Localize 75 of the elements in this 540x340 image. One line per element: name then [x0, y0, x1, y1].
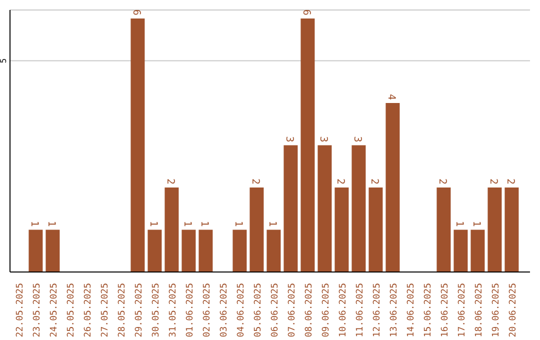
x-tick-label: 14.06.2025 — [406, 283, 416, 338]
x-tick-label: 07.06.2025 — [288, 283, 298, 338]
x-tick-label: 10.06.2025 — [338, 283, 348, 338]
bar — [300, 18, 315, 272]
x-tick-label: 15.06.2025 — [424, 283, 434, 338]
x-tick-label: 24.05.2025 — [50, 283, 60, 338]
x-tick-label: 30.05.2025 — [152, 283, 162, 338]
x-tick-label: 22.05.2025 — [16, 283, 26, 338]
x-tick-label: 16.06.2025 — [440, 283, 450, 338]
x-tick-label: 18.06.2025 — [474, 283, 484, 338]
x-tick-label: 01.06.2025 — [186, 283, 196, 338]
x-tick-label: 08.06.2025 — [304, 283, 314, 338]
x-tick-label: 05.06.2025 — [254, 283, 264, 338]
x-tick-label: 03.06.2025 — [220, 283, 230, 338]
data-label: 3 — [318, 136, 329, 142]
data-label: 2 — [436, 178, 448, 184]
bar — [182, 230, 196, 272]
data-label: 1 — [454, 220, 465, 227]
x-tick-label: 23.05.2025 — [32, 283, 42, 338]
bar — [470, 230, 485, 272]
data-label: 1 — [266, 220, 278, 227]
data-label: 2 — [368, 178, 380, 184]
bar — [164, 187, 179, 272]
bar — [28, 230, 43, 272]
data-label: 1 — [198, 220, 210, 227]
x-tick-label: 25.05.2025 — [66, 283, 76, 338]
data-label: 2 — [164, 178, 176, 184]
data-label: 3 — [352, 136, 363, 142]
x-tick-label: 09.06.2025 — [322, 283, 332, 338]
bar — [488, 187, 502, 272]
data-label: 6 — [130, 9, 142, 16]
data-label: 1 — [470, 220, 482, 227]
x-tick-label: 17.06.2025 — [458, 283, 468, 338]
data-label: 2 — [250, 178, 261, 184]
x-tick-label: 20.06.2025 — [508, 283, 518, 338]
bar — [334, 187, 349, 272]
bar — [250, 187, 264, 272]
data-label: 1 — [232, 220, 244, 227]
data-label: 1 — [28, 220, 40, 227]
x-tick-label: 26.05.2025 — [84, 283, 94, 338]
bar — [284, 145, 298, 272]
bar — [386, 102, 400, 272]
x-tick-label: 19.06.2025 — [492, 283, 502, 338]
bar — [352, 145, 366, 272]
bar — [232, 230, 247, 272]
bar — [318, 145, 332, 272]
x-tick-label: 13.06.2025 — [390, 283, 400, 338]
data-label: 3 — [284, 136, 295, 142]
data-label: 1 — [182, 220, 193, 227]
x-tick-label: 06.06.2025 — [270, 283, 280, 338]
bar — [148, 230, 162, 272]
x-tick-label: 29.05.2025 — [134, 283, 144, 338]
data-label: 1 — [46, 220, 57, 227]
bar — [130, 18, 145, 272]
bar — [198, 230, 213, 272]
data-label: 2 — [488, 178, 499, 184]
bar — [454, 230, 468, 272]
x-tick-label: 31.05.2025 — [168, 283, 178, 338]
bar — [266, 230, 281, 272]
y-tick-label: 5 — [0, 58, 8, 64]
x-tick-label: 04.06.2025 — [236, 283, 246, 338]
data-label: 2 — [334, 178, 346, 184]
bar — [46, 230, 60, 272]
x-tick-label: 28.05.2025 — [118, 283, 128, 338]
data-label: 4 — [386, 94, 397, 100]
data-label: 2 — [504, 178, 516, 184]
bar — [368, 187, 383, 272]
x-tick-label: 27.05.2025 — [100, 283, 110, 338]
x-tick-label: 12.06.2025 — [372, 283, 382, 338]
x-tick-label: 02.06.2025 — [202, 283, 212, 338]
x-tick-label: 11.06.2025 — [356, 283, 366, 338]
bar — [436, 187, 451, 272]
data-label: 6 — [300, 9, 312, 16]
bar — [504, 187, 519, 272]
data-label: 1 — [148, 220, 159, 227]
